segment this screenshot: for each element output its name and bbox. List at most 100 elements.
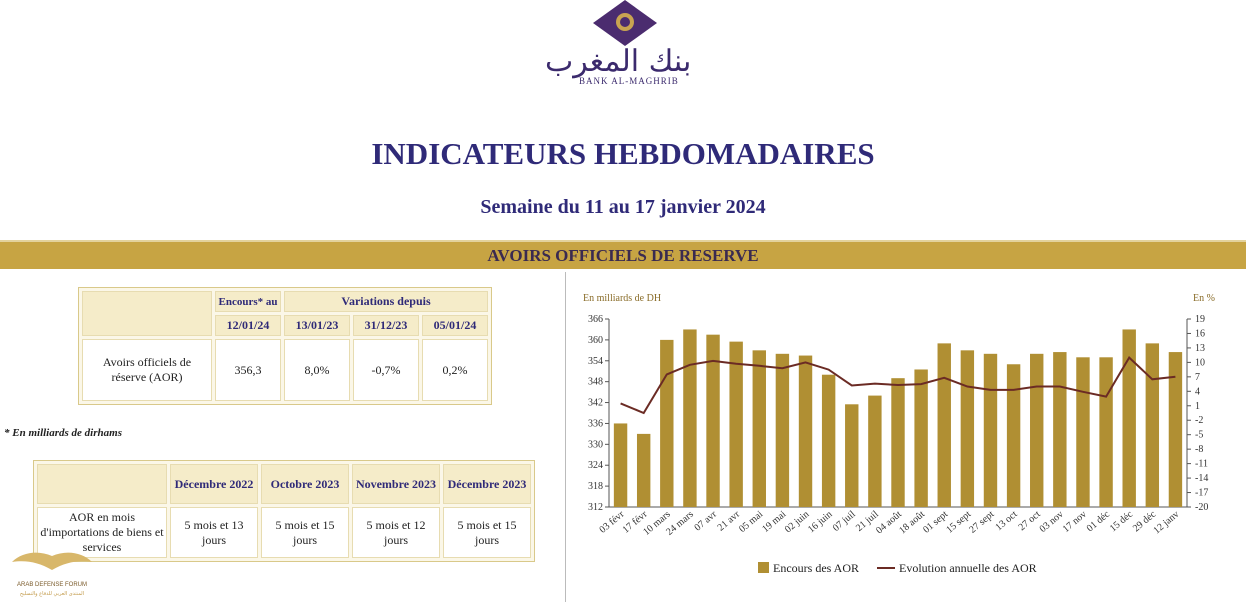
y-tick-label-left: 330 — [588, 439, 603, 450]
watermark-text-ar: المنتدى العربي للدفاع والتسليح — [20, 591, 84, 597]
chart-bar — [960, 350, 975, 507]
chart-bar — [752, 350, 766, 507]
y-tick-label-left: 348 — [588, 377, 603, 388]
y-tick-label-right: -14 — [1195, 473, 1208, 484]
x-tick-label: 19 mai — [760, 509, 788, 535]
encours-header: Encours* au — [215, 291, 281, 312]
x-tick-label: 12 janv — [1152, 509, 1182, 537]
chart-bar — [1168, 352, 1183, 507]
empty-header-cell — [82, 291, 212, 336]
y-tick-label-right: -17 — [1195, 488, 1208, 499]
chart-bar — [868, 395, 882, 507]
y-tick-label-right: -5 — [1195, 430, 1203, 441]
y-tick-label-right: 13 — [1195, 343, 1205, 354]
x-tick-label: 27 sept — [967, 509, 996, 536]
chart-bar — [821, 374, 836, 507]
chart-bar — [729, 341, 743, 507]
y-tick-label-right: -11 — [1195, 459, 1208, 470]
variation-value-3: 0,2% — [422, 339, 488, 401]
y-tick-label-left: 360 — [588, 335, 603, 346]
chart-bar — [1122, 329, 1136, 507]
footnote: * En milliards de dirhams — [4, 427, 122, 439]
x-tick-label: 15 sept — [944, 509, 973, 536]
y-tick-label-left: 342 — [588, 398, 603, 409]
chart-line-series — [620, 356, 1176, 415]
watermark-text: ARAB DEFENSE FORUM — [17, 582, 87, 588]
aor-summary-table: Encours* au Variations depuis 12/01/24 1… — [78, 287, 492, 405]
y-tick-label-right: 4 — [1195, 386, 1200, 397]
x-tick-label: 07 juil — [831, 509, 858, 534]
x-tick-label: 16 juin — [806, 509, 835, 535]
encours-date: 12/01/24 — [215, 315, 281, 336]
chart-bar — [1099, 357, 1113, 507]
chart-bar — [1030, 353, 1044, 507]
chart-bar — [660, 339, 674, 507]
x-tick-label: 17 nov — [1061, 509, 1089, 535]
column-divider — [565, 272, 566, 602]
encours-value: 356,3 — [215, 339, 281, 401]
month-value-2: 5 mois et 15 jours — [261, 507, 349, 558]
chart-bar — [706, 334, 720, 507]
variations-header: Variations depuis — [284, 291, 488, 312]
bank-logo — [593, 0, 657, 46]
y-tick-label-right: 10 — [1195, 357, 1205, 368]
aor-chart: En milliards de DH En % 312 318 324 330 336 3… — [583, 293, 1215, 575]
month-value-1: 5 mois et 13 jours — [170, 507, 258, 558]
month-header-4: Décembre 2023 — [443, 464, 531, 504]
month-value-4: 5 mois et 15 jours — [443, 507, 531, 558]
month-header-3: Novembre 2023 — [352, 464, 440, 504]
chart-bar — [775, 353, 790, 507]
page-title: INDICATEURS HEBDOMADAIRES — [371, 136, 875, 171]
x-tick-label: 03 nov — [1038, 509, 1066, 535]
legend-line-label: Evolution annuelle des AOR — [899, 561, 1037, 575]
page-subtitle: Semaine du 11 au 17 janvier 2024 — [480, 196, 766, 218]
y-tick-label-left: 312 — [588, 502, 603, 513]
chart-bar — [1076, 357, 1090, 507]
legend-bar-swatch — [758, 562, 769, 573]
chart-bar — [1145, 343, 1160, 507]
chart-bar — [914, 369, 928, 507]
month-header-1: Décembre 2022 — [170, 464, 258, 504]
chart-bar — [845, 404, 859, 507]
section-title: AVOIRS OFFICIELS DE RESERVE — [487, 246, 759, 265]
y-tick-label-left: 324 — [588, 460, 603, 471]
logo-latin-text: BANK AL-MAGHRIB — [579, 76, 679, 86]
y-tick-label-right: 19 — [1195, 314, 1205, 325]
x-tick-label: 02 juin — [783, 509, 812, 535]
y-tick-label-right: -20 — [1195, 502, 1208, 513]
wings-icon — [12, 552, 92, 570]
variation-date-3: 05/01/24 — [422, 315, 488, 336]
empty-header-cell — [37, 464, 167, 504]
y-axis-left-label: En milliards de DH — [583, 293, 661, 304]
x-tick-label: 07 avr — [693, 508, 720, 533]
chart-bar — [891, 378, 905, 507]
y-tick-label-right: -8 — [1195, 444, 1203, 455]
month-header-2: Octobre 2023 — [261, 464, 349, 504]
x-tick-label: 01 sept — [921, 509, 950, 536]
x-tick-label: 01 déc — [1085, 509, 1113, 535]
variation-value-1: 8,0% — [284, 339, 350, 401]
y-tick-label-right: 1 — [1195, 401, 1200, 412]
chart-bar — [636, 433, 651, 507]
chart-bar — [683, 329, 697, 507]
variation-date-2: 31/12/23 — [353, 315, 419, 336]
chart-bar — [798, 355, 813, 507]
y-tick-label-left: 318 — [588, 481, 603, 492]
logo-arabic-text: بنك المغرب — [545, 44, 692, 79]
variation-date-1: 13/01/23 — [284, 315, 350, 336]
y-tick-label-left: 336 — [588, 418, 603, 429]
x-tick-label: 13 oct — [994, 509, 1020, 533]
section-band: AVOIRS OFFICIELS DE RESERVE — [0, 240, 1246, 269]
y-tick-label-right: 16 — [1195, 328, 1205, 339]
chart-bar — [1053, 352, 1067, 507]
y-tick-label-left: 354 — [588, 356, 603, 367]
row-label: AOR en mois d'importations de biens et s… — [37, 507, 167, 558]
month-value-3: 5 mois et 12 jours — [352, 507, 440, 558]
legend-bar-label: Encours des AOR — [773, 561, 859, 575]
variation-value-2: -0,7% — [353, 339, 419, 401]
chart-bar — [983, 353, 998, 507]
row-label: Avoirs officiels de réserve (AOR) — [82, 339, 212, 401]
x-tick-label: 18 août — [897, 509, 927, 537]
x-tick-label: 15 déc — [1108, 509, 1136, 535]
y-tick-label-left: 366 — [588, 314, 603, 325]
